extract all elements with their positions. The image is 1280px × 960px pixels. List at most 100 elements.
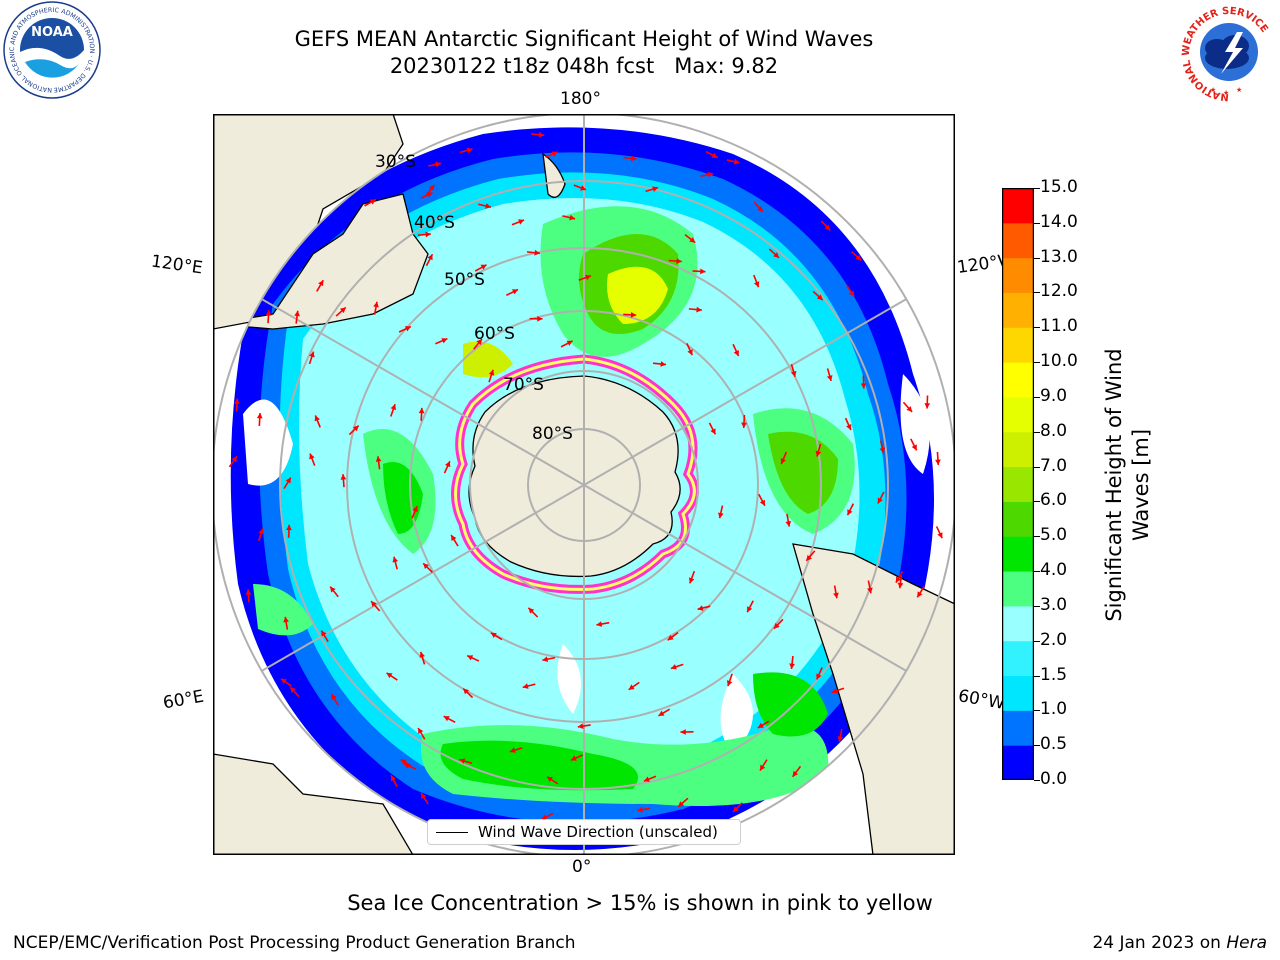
wind-arrow-head [660,361,666,367]
svg-text:★: ★ [1236,86,1242,94]
wind-arrow-head [404,326,411,332]
wind-arrow-head [569,214,576,221]
footer-credit: NCEP/EMC/Verification Post Processing Pr… [13,933,576,953]
wind-arrow-head [256,413,263,419]
colorbar-tick-label: 13.0 [1040,246,1078,267]
wind-arrow-head [459,758,466,764]
wind-arrow-head [867,587,873,594]
colorbar-tick-label: 0.0 [1040,769,1068,789]
wind-arrow-head [689,237,696,243]
wind-arrow-head [687,349,693,356]
wind-arrow-head [509,747,516,753]
wind-arrow-head [369,199,376,205]
wind-arrow-head [463,688,469,695]
colorbar-tick-label: 14.0 [1040,211,1078,232]
wind-arrow-head [423,563,429,570]
wind-arrow-head [392,556,399,563]
colorbar-tick-mark [1034,327,1040,329]
nws-logo: NATIONAL WEATHER SERVICE ★ ★ ★ [1180,3,1278,102]
wind-arrow-head [375,456,382,462]
wind-arrow-head [879,447,886,454]
wind-arrow-head [831,687,838,694]
wind-arrow-head [700,268,706,275]
svg-text:★: ★ [1210,86,1216,94]
wind-arrow-head [790,370,797,377]
wind-arrow-head [676,258,682,264]
colorbar-tick-label: 15.0 [1040,177,1078,197]
wind-arrow-head [658,710,665,716]
wind-arrow-head [848,290,855,297]
wind-arrow-head [451,535,457,542]
wind-arrow-head [421,793,427,800]
wind-arrow-head [806,554,812,561]
wind-arrow-head [643,776,650,782]
lat-label-70s: 70°S [503,375,544,395]
wind-arrow-head [480,264,487,270]
wind-arrow-head [773,252,779,258]
wind-arrow-head [680,729,686,735]
wind-arrow-head [294,310,300,317]
wind-arrow-head [546,776,553,783]
colorbar-tick-label: 1.0 [1040,699,1068,720]
chart-title: GEFS MEAN Antarctic Significant Height o… [294,27,874,51]
wind-arrow-head [757,206,763,212]
colorbar-bin [1002,571,1034,607]
wind-arrow-head [847,509,853,516]
colorbar-bin [1002,536,1034,572]
wind-arrow-head [318,280,324,287]
wind-arrow-head [630,155,637,162]
colorbar-bin [1002,327,1034,363]
wind-arrow-head [697,605,704,611]
wind-arrow-head [585,274,592,281]
wind-arrow-head [937,532,943,539]
wind-arrow-head [837,736,844,742]
wind-arrow-head [441,338,448,344]
colorbar-tick-mark [1034,396,1040,398]
wind-arrow-head [443,716,450,722]
map-canvas [213,114,955,855]
wind-arrow-head [667,634,674,641]
legend-label: Wind Wave Direction (unscaled) [478,823,718,841]
colorbar-tick-mark [1034,780,1040,781]
colorbar [1002,188,1034,780]
colorbar-tick-label: 10.0 [1040,351,1078,372]
colorbar-tick-mark [1034,605,1040,607]
wind-arrow-head [512,289,519,295]
wind-arrow-head [425,231,431,238]
wind-arrow-head [340,474,347,480]
noaa-logo: NATIONAL OCEANIC AND ATMOSPHERIC ADMINIS… [0,0,101,99]
lon-label-180: 180° [560,89,601,109]
wind-arrow-head [485,203,491,209]
colorbar-bin [1002,257,1034,293]
wind-arrow-head [773,622,780,629]
wind-arrow-head [534,249,540,256]
wind-arrow-head [897,582,904,589]
wind-arrow-head [280,678,287,685]
wind-arrow-head [321,630,327,637]
wind-arrow-head [688,577,695,584]
wind-arrow-head [418,728,424,735]
wind-arrow-head [373,301,379,308]
wind-arrow-head [400,759,407,765]
wind-arrow-head [877,497,883,504]
wind-arrow-head [418,407,425,414]
colorbar-tick-mark [1034,188,1040,189]
wind-arrow-head [570,755,577,761]
wind-arrow-head [286,524,292,531]
lat-label-30s: 30°S [375,152,416,172]
colorbar-tick-label: 1.5 [1040,664,1068,685]
wind-arrow-head [371,601,377,608]
colorbar-tick-label: 6.0 [1040,490,1068,511]
wind-arrow-head [733,806,739,812]
wind-arrow-head [314,415,320,422]
colorbar-bin [1002,675,1034,711]
colorbar-tick-mark [1034,710,1040,712]
wind-arrow-head [753,281,760,288]
wind-arrow-head [467,655,474,661]
wind-arrow-head [419,651,426,658]
wind-arrow-head [265,310,272,316]
wind-arrow-head [577,723,584,729]
wind-arrow-head [757,722,764,728]
wind-arrow-head [741,422,747,428]
wind-arrow-head [290,687,296,693]
